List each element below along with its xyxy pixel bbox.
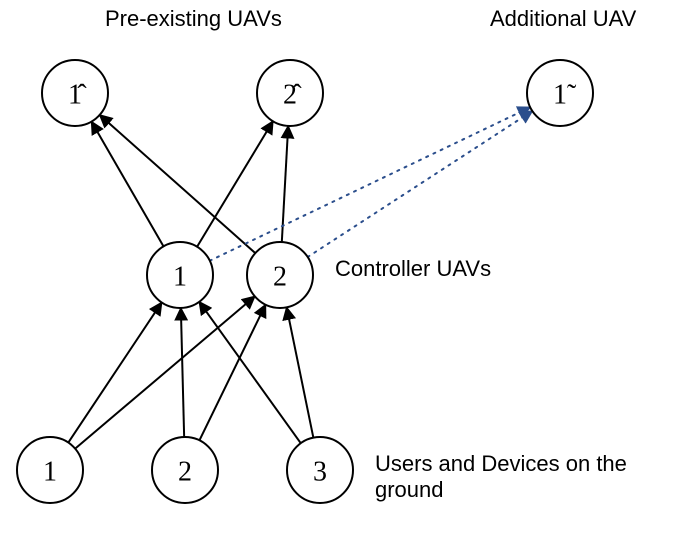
node-u2: 2 <box>152 437 218 503</box>
edge-u1-to-c1 <box>68 302 161 442</box>
nodes-layer: 1̂ 2̂ 1̃ 1 2 1 2 3 <box>17 60 593 503</box>
edge-dotted-c2-to-til1 <box>308 111 533 257</box>
node-til1: 1̃ <box>527 60 593 126</box>
node-u1: 1 <box>17 437 83 503</box>
edge-u2-to-c2 <box>199 305 265 441</box>
edge-u2-to-c1 <box>181 308 184 437</box>
label-users-devices-2: ground <box>375 477 444 502</box>
node-c1-label: 1 <box>173 262 187 293</box>
node-c1: 1 <box>147 242 213 308</box>
edge-dotted-c1-to-til1 <box>210 107 530 260</box>
node-hat2: 2̂ <box>257 60 323 126</box>
label-users-devices-1: Users and Devices on the <box>375 451 627 476</box>
label-preexisting-uavs: Pre-existing UAVs <box>105 6 282 31</box>
edge-c2-to-hat2 <box>282 126 288 242</box>
label-additional-uav: Additional UAV <box>490 6 637 31</box>
edge-u3-to-c2 <box>287 307 314 437</box>
edge-u3-to-c1 <box>199 302 301 443</box>
node-u3: 3 <box>287 437 353 503</box>
edge-u1-to-c2 <box>75 296 255 448</box>
edge-c1-to-hat2 <box>197 121 273 247</box>
node-u1-label: 1 <box>43 457 57 488</box>
node-u2-label: 2 <box>178 457 192 488</box>
label-controller-uavs: Controller UAVs <box>335 256 491 281</box>
edge-c2-to-hat1 <box>100 115 256 253</box>
node-hat1: 1̂ <box>42 60 108 126</box>
node-c2-label: 2 <box>273 262 287 293</box>
node-u3-label: 3 <box>313 457 327 488</box>
node-c2: 2 <box>247 242 313 308</box>
